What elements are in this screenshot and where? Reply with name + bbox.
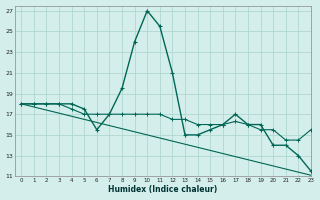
X-axis label: Humidex (Indice chaleur): Humidex (Indice chaleur) (108, 185, 218, 194)
